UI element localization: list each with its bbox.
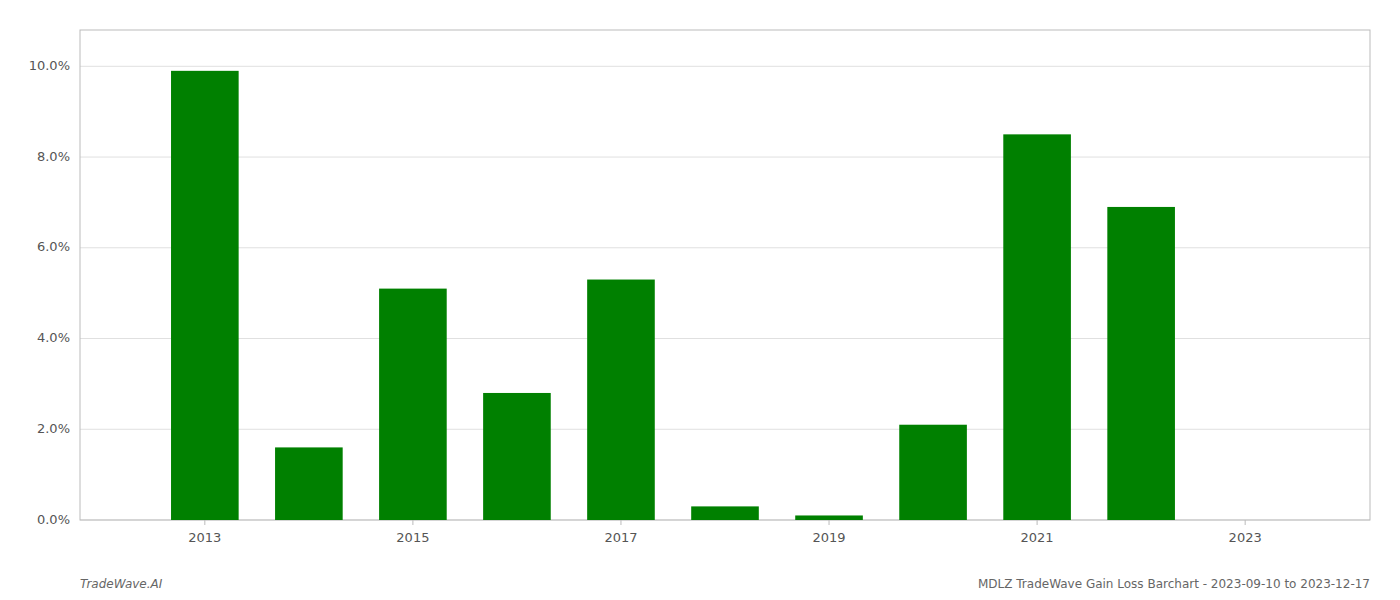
x-tick-mark	[620, 520, 621, 525]
x-tick-mark	[1245, 520, 1246, 525]
x-tick-mark	[204, 520, 205, 525]
chart-svg: 0.0%2.0%4.0%6.0%8.0%10.0%201320152017201…	[0, 0, 1400, 600]
bar	[1211, 520, 1279, 521]
x-ticks: 2013 2015 2017 2019 2021 2023	[188, 520, 1261, 545]
grid-line	[80, 247, 1370, 248]
y-tick-label: 6.0%	[37, 239, 70, 254]
bar	[587, 280, 655, 520]
y-tick-label: 0.0%	[37, 512, 70, 527]
y-grid	[80, 66, 1370, 520]
grid-line	[80, 429, 1370, 430]
x-tick-label: 2019	[812, 530, 845, 545]
bar	[1107, 207, 1175, 520]
bar	[379, 289, 447, 520]
y-tick-label: 4.0%	[37, 330, 70, 345]
grid-line	[80, 338, 1370, 339]
bar	[275, 447, 343, 520]
y-tick-label: 2.0%	[37, 421, 70, 436]
bar	[795, 515, 863, 520]
y-tick-labels: 0.0% 2.0% 4.0% 6.0% 8.0% 10.0%	[29, 58, 70, 527]
bar	[171, 71, 239, 520]
footer-left: TradeWave.AI	[80, 577, 163, 591]
x-tick-label: 2023	[1229, 530, 1262, 545]
grid-line	[80, 66, 1370, 67]
bar	[691, 506, 759, 520]
grid-line	[80, 157, 1370, 158]
footer-right: MDLZ TradeWave Gain Loss Barchart - 2023…	[978, 577, 1370, 591]
x-tick-mark	[829, 520, 830, 525]
x-tick-label: 2013	[188, 530, 221, 545]
y-tick-label: 8.0%	[37, 149, 70, 164]
y-tick-label: 10.0%	[29, 58, 70, 73]
x-tick-label: 2017	[604, 530, 637, 545]
bars	[171, 71, 1175, 520]
plot-frame	[80, 30, 1370, 520]
bar	[899, 425, 967, 520]
x-tick-label: 2015	[396, 530, 429, 545]
bar	[483, 393, 551, 520]
x-tick-mark	[412, 520, 413, 525]
chart-container: 0.0%2.0%4.0%6.0%8.0%10.0%201320152017201…	[0, 0, 1400, 600]
x-tick-label: 2021	[1021, 530, 1054, 545]
bar	[1003, 134, 1071, 520]
x-tick-mark	[1037, 520, 1038, 525]
